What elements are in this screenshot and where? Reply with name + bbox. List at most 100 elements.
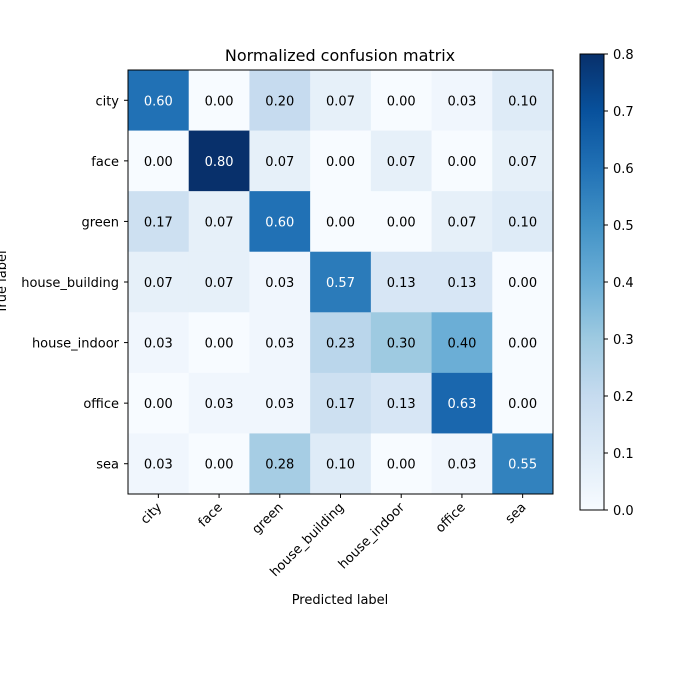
colorbar-tick-label: 0.8 — [613, 48, 634, 63]
cell-value-label: 0.00 — [326, 155, 355, 170]
heatmap-cell — [370, 433, 433, 495]
cell-value-label: 0.17 — [144, 215, 173, 230]
x-tick-label: office — [433, 500, 469, 536]
chart-title: Normalized confusion matrix — [225, 46, 455, 65]
cell-value-label: 0.07 — [144, 276, 173, 291]
heatmap-cell — [310, 130, 372, 192]
colorbar — [579, 53, 605, 511]
heatmap-cell — [128, 433, 190, 495]
heatmap-cell — [370, 312, 433, 374]
cell-value-label: 0.40 — [447, 337, 476, 352]
heatmap-cell — [128, 191, 190, 253]
heatmap-cell — [249, 372, 311, 434]
cell-value-label: 0.00 — [144, 155, 173, 170]
heatmap-cell — [370, 191, 433, 253]
heatmap-cell — [431, 312, 493, 374]
y-axis-ticks: city face green house_building house_indooro… — [21, 94, 128, 473]
heatmap-cell — [492, 433, 554, 495]
cell-value-label: 0.03 — [205, 397, 234, 412]
cell-value-label: 0.10 — [508, 94, 537, 109]
cell-value-label: 0.07 — [205, 276, 234, 291]
cell-value-label: 0.03 — [144, 337, 173, 352]
cell-value-label: 0.17 — [326, 397, 355, 412]
heatmap-cell — [431, 130, 493, 192]
heatmap-cell — [310, 70, 372, 132]
heatmap-cell — [492, 372, 554, 434]
heatmap-cell — [310, 312, 372, 374]
y-tick-label: green — [81, 215, 119, 230]
cell-value-label: 0.03 — [144, 458, 173, 473]
heatmap-cell — [249, 191, 311, 253]
x-tick-label: green — [249, 500, 286, 537]
y-tick-label: house_building — [21, 276, 119, 291]
heatmap-cell — [128, 372, 190, 434]
heatmap-cell — [188, 372, 250, 434]
colorbar-tick-label: 0.3 — [613, 333, 634, 348]
heatmap-cell — [431, 70, 493, 132]
heatmap-cell — [370, 251, 433, 313]
cell-value-label: 0.07 — [205, 215, 234, 230]
cell-value-label: 0.28 — [265, 458, 294, 473]
cell-value-label: 0.23 — [326, 337, 355, 352]
cell-value-label: 0.00 — [508, 397, 537, 412]
cell-value-label: 0.00 — [205, 94, 234, 109]
heatmap-cell — [310, 251, 372, 313]
colorbar-tick-label: 0.4 — [613, 276, 634, 291]
heatmap-cell — [188, 70, 250, 132]
heatmap-cell — [370, 372, 433, 434]
cell-value-label: 0.00 — [508, 337, 537, 352]
cell-value-label: 0.20 — [265, 94, 294, 109]
heatmap-cell — [249, 70, 311, 132]
cell-value-label: 0.80 — [205, 155, 234, 170]
x-tick-label: city — [138, 500, 165, 527]
heatmap-cell-labels: 0.60 0.00 0.20 0.07 0.00 0.03 0.10 0.00 0.80 0.07… — [144, 94, 537, 472]
cell-value-label: 0.00 — [387, 215, 416, 230]
x-axis-label: Predicted label — [292, 593, 389, 608]
y-tick-label: office — [83, 397, 119, 412]
cell-value-label: 0.07 — [326, 94, 355, 109]
heatmap-cell — [188, 191, 250, 253]
heatmap-cell — [310, 191, 372, 253]
cell-value-label: 0.13 — [387, 397, 416, 412]
colorbar-ticks: 0.0 0.1 0.2 0.3 0.4 0.5 0.6 0.7 0.8 — [604, 48, 634, 519]
colorbar-tick-label: 0.0 — [613, 504, 634, 519]
cell-value-label: 0.55 — [508, 458, 537, 473]
heatmap-cell — [310, 433, 372, 495]
cell-value-label: 0.03 — [447, 458, 476, 473]
heatmap-cell — [492, 312, 554, 374]
cell-value-label: 0.07 — [387, 155, 416, 170]
heatmap-cell — [249, 312, 311, 374]
heatmap-cell — [370, 70, 433, 132]
x-tick-label: sea — [503, 500, 530, 527]
heatmap-cell — [188, 312, 250, 374]
cell-value-label: 0.07 — [508, 155, 537, 170]
colorbar-tick-label: 0.6 — [613, 162, 634, 177]
heatmap-cell — [249, 433, 311, 495]
cell-value-label: 0.00 — [508, 276, 537, 291]
cell-value-label: 0.03 — [265, 276, 294, 291]
cell-value-label: 0.00 — [144, 397, 173, 412]
cell-value-label: 0.10 — [326, 458, 355, 473]
cell-value-label: 0.00 — [447, 155, 476, 170]
cell-value-label: 0.60 — [144, 94, 173, 109]
heatmap-cell — [128, 70, 190, 132]
cell-value-label: 0.63 — [447, 397, 476, 412]
heatmap-cell — [128, 312, 190, 374]
cell-value-label: 0.03 — [265, 337, 294, 352]
cell-value-label: 0.57 — [326, 276, 355, 291]
cell-value-label: 0.00 — [205, 458, 234, 473]
heatmap-cell — [492, 191, 554, 253]
heatmap-cell — [128, 251, 190, 313]
cell-value-label: 0.03 — [265, 397, 294, 412]
colorbar-tick-label: 0.1 — [613, 447, 634, 462]
y-axis-label: True label — [0, 250, 10, 314]
colorbar-tick-label: 0.5 — [613, 219, 634, 234]
cell-value-label: 0.13 — [387, 276, 416, 291]
heatmap-cells — [128, 70, 554, 495]
cell-value-label: 0.00 — [205, 337, 234, 352]
heatmap-cell — [249, 251, 311, 313]
cell-value-label: 0.07 — [265, 155, 294, 170]
y-tick-label: city — [95, 94, 119, 109]
cell-value-label: 0.00 — [387, 458, 416, 473]
